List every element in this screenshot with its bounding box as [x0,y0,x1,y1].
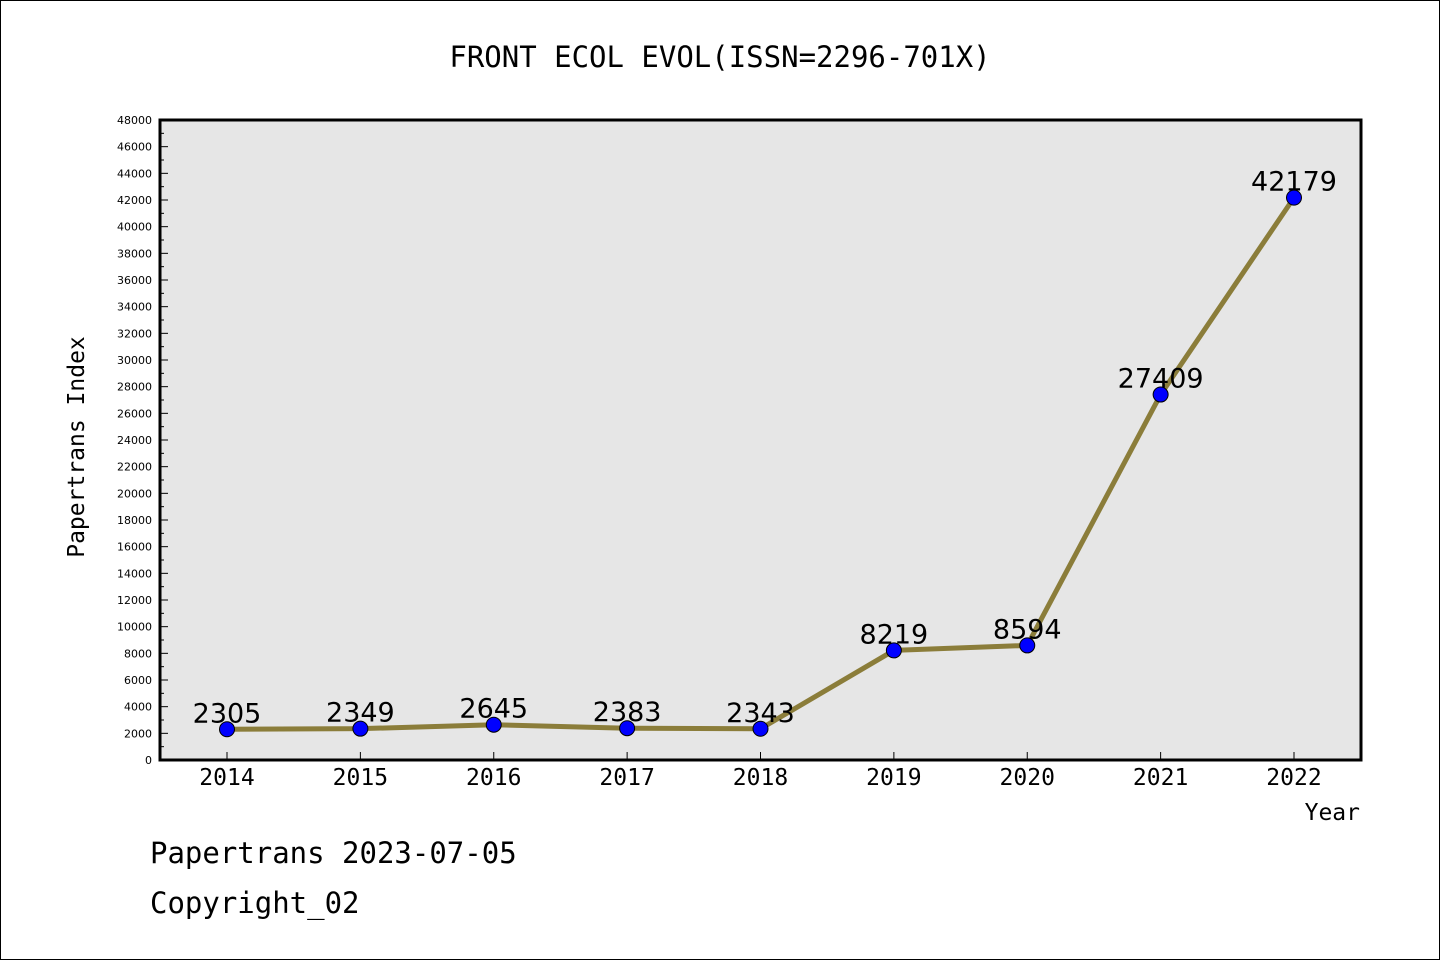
data-label: 2305 [193,698,262,729]
data-label: 2343 [726,698,795,729]
x-tick-label: 2019 [866,765,921,791]
x-tick-label: 2021 [1133,765,1188,791]
x-axis-label: Year [1305,800,1360,826]
y-tick-label: 16000 [117,541,152,554]
data-point [885,642,902,659]
x-tick-label: 2018 [733,765,788,791]
data-point [1286,189,1302,206]
x-tick-label: 2014 [199,765,254,791]
data-label: 27409 [1118,364,1204,395]
data-label: 2383 [593,697,662,728]
data-point [752,720,769,737]
y-tick-label: 8000 [124,647,152,660]
y-tick-label: 30000 [117,354,152,367]
y-tick-label: 20000 [117,487,152,500]
data-point [1019,637,1036,654]
x-tick-label: 2016 [466,765,521,791]
y-tick-label: 24000 [117,434,152,447]
x-tick-label: 2017 [599,765,654,791]
x-axis: 2014 2015 2016 2017 2018 2019 2020 2021 2022 [199,752,1322,791]
y-tick-label: 40000 [117,221,152,234]
series-group: 2305 2349 2645 2383 2343 8219 8594 27409 42179 [193,167,1337,738]
y-tick-label: 12000 [117,594,152,607]
data-label: 2349 [326,698,395,729]
y-tick-label: 4000 [124,701,152,714]
y-axis: 0 2000 4000 6000 8000 10000 12000 14000 16000 180… [117,114,168,767]
y-tick-label: 44000 [117,167,152,180]
y-tick-label: 18000 [117,514,152,527]
y-tick-label: 32000 [117,327,152,340]
y-tick-label: 22000 [117,461,152,474]
y-tick-label: 36000 [117,274,152,287]
x-tick-label: 2022 [1266,765,1321,791]
y-tick-label: 42000 [117,194,152,207]
footer-date-text: Papertrans 2023-07-05 [150,836,517,870]
y-tick-label: 14000 [117,567,152,580]
x-tick-label: 2020 [1000,765,1055,791]
data-label: 8219 [860,619,929,650]
plot-area [158,118,1363,762]
y-tick-label: 26000 [117,407,152,420]
y-tick-label: 2000 [124,727,152,740]
data-label: 42179 [1251,167,1337,198]
data-point [619,720,636,737]
footer-copyright-text: Copyright_02 [150,886,360,920]
y-tick-label: 28000 [117,381,152,394]
x-tick-label: 2015 [333,765,388,791]
chart-title: FRONT ECOL EVOL(ISSN=2296-701X) [449,40,990,74]
y-tick-label: 6000 [124,674,152,687]
data-point [352,720,369,737]
data-point [1152,386,1169,403]
y-tick-label: 34000 [117,301,152,314]
y-axis-label: Papertrans Index [64,336,90,558]
y-tick-label: 46000 [117,141,152,154]
y-tick-label: 0 [145,754,152,767]
data-point [219,721,235,738]
data-point [485,716,502,733]
y-tick-label: 38000 [117,247,152,260]
data-label: 8594 [993,614,1062,645]
y-tick-label: 10000 [117,621,152,634]
data-label: 2645 [459,694,528,725]
y-tick-label: 48000 [117,114,152,127]
